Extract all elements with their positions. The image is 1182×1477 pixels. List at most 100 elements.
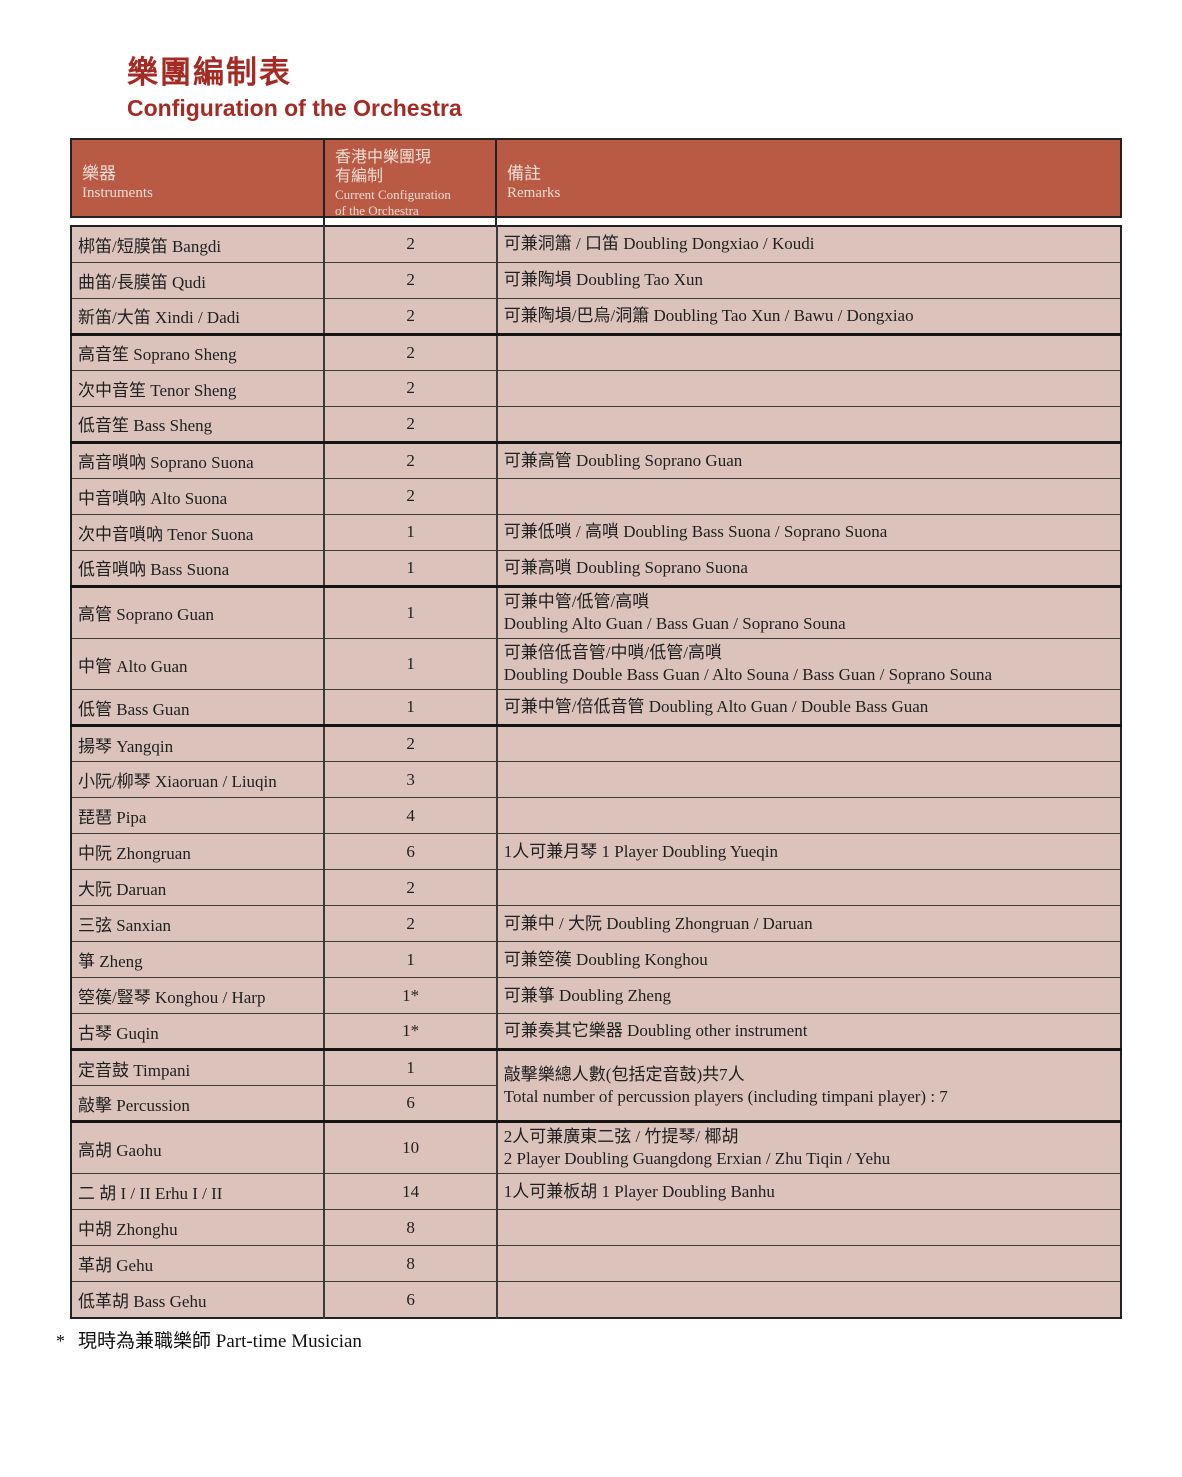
count-cell: 1 [323, 513, 498, 551]
header-cell-configuration: 香港中樂團現 有編制 Current Configuration of the … [325, 140, 497, 226]
document-page: 樂團編制表 Configuration of the Orchestra 樂器 … [56, 55, 1124, 1353]
remark-line: 可兼箜篌 Doubling Konghou [503, 949, 708, 969]
header-configuration-zh-line1: 香港中樂團現 [335, 149, 432, 167]
remark-line: 1人可兼月琴 1 Player Doubling Yueqin [503, 841, 778, 861]
table-row: 二 胡 I / II Erhu I / II 14 1人可兼板胡 1 Player … [71, 1173, 1122, 1211]
remark-cell: 可兼中 / 大阮 Doubling Zhongruan / Daruan [495, 905, 1122, 943]
remark-cell [495, 724, 1122, 763]
table-row: 梆笛/短膜笛 Bangdi 2 可兼洞簫 / 口笛 Doubling Dongxia… [71, 225, 1122, 263]
remark-line: 可兼倍低音管/中嗩/低管/高嗩 [503, 642, 722, 662]
count-cell: 2 [323, 369, 498, 407]
instrument-cell: 大阮 Daruan [71, 869, 325, 907]
remark-cell: 可兼倍低音管/中嗩/低管/高嗩 Doubling Double Bass Guan… [495, 637, 1122, 691]
table-row: 高胡 Gaohu 10 2人可兼廣東二弦 / 竹提琴/ 椰胡 2 Player Dou… [71, 1120, 1122, 1175]
remark-cell: 可兼中管/倍低音管 Doubling Alto Guan / Double Ba… [495, 689, 1122, 727]
remark-cell [495, 869, 1122, 907]
remark-cell [495, 332, 1122, 371]
remark-line: 可兼中管/倍低音管 Doubling Alto Guan / Double Ba… [503, 697, 929, 717]
page-title-english: Configuration of the Orchestra [127, 94, 462, 121]
remark-cell: 可兼洞簫 / 口笛 Doubling Dongxiao / Koudi [495, 225, 1122, 263]
remark-cell: 可兼奏其它樂器 Doubling other instrument [495, 1013, 1122, 1051]
table-row: 敲擊 Percussion 6 [71, 1085, 1121, 1123]
remark-line: 可兼陶塤 Doubling Tao Xun [503, 270, 703, 290]
count-cell: 8 [323, 1245, 498, 1283]
instrument-cell: 古琴 Guqin [71, 1013, 325, 1051]
remark-line: 敲擊樂總人數(包括定音鼓)共7人 [503, 1064, 745, 1084]
count-cell: 2 [323, 261, 498, 299]
header-configuration-en-line1: Current Configuration [335, 186, 451, 202]
table-row: 低音笙 Bass Sheng 2 [71, 405, 1122, 443]
count-cell: 6 [323, 1281, 498, 1319]
remark-line: 可兼陶塤/巴烏/洞簫 Doubling Tao Xun / Bawu / Don… [503, 305, 914, 325]
footnote: * 現時為兼職樂師 Part-time Musician [56, 1326, 1124, 1353]
remark-cell: 可兼低嗩 / 高嗩 Doubling Bass Suona / Soprano … [495, 513, 1122, 551]
count-cell: 1 [323, 1048, 498, 1087]
remark-cell: 可兼陶塤 Doubling Tao Xun [495, 261, 1122, 299]
title-block: 樂團編制表 Configuration of the Orchestra [127, 55, 1124, 122]
remark-cell [495, 405, 1122, 443]
remark-line: Doubling Double Bass Guan / Alto Souna /… [503, 665, 993, 685]
instrument-cell: 中阮 Zhongruan [71, 833, 325, 871]
instrument-cell: 中音嗩吶 Alto Suona [71, 477, 325, 515]
footnote-asterisk: * [56, 1330, 65, 1351]
table-row: 中阮 Zhongruan 6 1人可兼月琴 1 Player Doubling Yu… [71, 833, 1122, 871]
remark-line: 2 Player Doubling Guangdong Erxian / Zhu… [503, 1149, 891, 1169]
table-row: 次中音嗩吶 Tenor Suona 1 可兼低嗩 / 高嗩 Doubling Bas… [71, 513, 1122, 551]
header-configuration-zh-line2: 有編制 [335, 168, 384, 186]
remark-line: 可兼高嗩 Doubling Soprano Suona [503, 557, 748, 577]
count-cell: 1 [323, 941, 498, 979]
instrument-cell: 小阮/柳琴 Xiaoruan / Liuqin [71, 761, 325, 799]
table-row: 中管 Alto Guan 1 可兼倍低音管/中嗩/低管/高嗩 Doubling Dou… [71, 637, 1122, 691]
instrument-cell: 琵琶 Pipa [71, 797, 325, 835]
remark-cell: 1人可兼板胡 1 Player Doubling Banhu [495, 1173, 1122, 1211]
remark-line: 2人可兼廣東二弦 / 竹提琴/ 椰胡 [503, 1127, 739, 1147]
table-row: 新笛/大笛 Xindi / Dadi 2 可兼陶塤/巴烏/洞簫 Doubling T… [71, 297, 1122, 335]
remark-line: 可兼奏其它樂器 Doubling other instrument [503, 1021, 808, 1041]
instrument-cell: 低管 Bass Guan [71, 689, 325, 727]
instrument-cell: 梆笛/短膜笛 Bangdi [71, 225, 325, 263]
count-cell: 2 [323, 405, 498, 443]
count-cell: 2 [323, 477, 498, 515]
remark-cell [495, 1245, 1122, 1283]
remark-cell: 可兼箜篌 Doubling Konghou [495, 941, 1122, 979]
count-cell: 2 [323, 724, 498, 763]
remark-cell: 可兼中管/低管/高嗩 Doubling Alto Guan / Bass Guan… [495, 584, 1122, 639]
instrument-cell: 高音嗩吶 Soprano Suona [71, 440, 325, 479]
instrument-cell: 低革胡 Bass Gehu [71, 1281, 325, 1319]
count-cell: 1* [323, 977, 498, 1015]
count-cell: 3 [323, 761, 498, 799]
instrument-cell: 低音嗩吶 Bass Suona [71, 549, 325, 587]
instrument-cell: 低音笙 Bass Sheng [71, 405, 325, 443]
remark-cell: 可兼高管 Doubling Soprano Guan [495, 440, 1122, 479]
count-cell: 14 [323, 1173, 498, 1211]
header-instruments-zh: 樂器 [82, 163, 116, 183]
remark-line: 1人可兼板胡 1 Player Doubling Banhu [503, 1181, 775, 1201]
remark-line: 可兼箏 Doubling Zheng [503, 985, 671, 1005]
table-row: 三弦 Sanxian 2 可兼中 / 大阮 Doubling Zhongruan /… [71, 905, 1122, 943]
header-cell-instruments: 樂器 Instruments [72, 140, 325, 226]
instrument-cell: 二 胡 I / II Erhu I / II [71, 1173, 325, 1211]
remark-cell: 2人可兼廣東二弦 / 竹提琴/ 椰胡 2 Player Doubling Guan… [495, 1120, 1122, 1175]
table-row: 低音嗩吶 Bass Suona 1 可兼高嗩 Doubling Soprano Su… [71, 549, 1122, 587]
remark-line: 可兼中管/低管/高嗩 [503, 591, 650, 611]
header-instruments-en: Instruments [82, 184, 153, 201]
table-header-row: 樂器 Instruments 香港中樂團現 有編制 Current Config… [70, 138, 1122, 226]
table-row: 琵琶 Pipa 4 [71, 797, 1122, 835]
table-row: 次中音笙 Tenor Sheng 2 [71, 369, 1122, 407]
count-cell: 10 [323, 1120, 498, 1175]
instrument-cell: 次中音嗩吶 Tenor Suona [71, 513, 325, 551]
remark-cell: 1人可兼月琴 1 Player Doubling Yueqin [495, 833, 1122, 871]
count-cell: 4 [323, 797, 498, 835]
table-row: 曲笛/長膜笛 Qudi 2 可兼陶塤 Doubling Tao Xun [71, 261, 1122, 299]
instrument-cell: 次中音笙 Tenor Sheng [71, 369, 325, 407]
remark-line: 可兼低嗩 / 高嗩 Doubling Bass Suona / Soprano … [503, 522, 888, 542]
instrument-cell: 革胡 Gehu [71, 1245, 325, 1283]
table-row: 高音嗩吶 Soprano Suona 2 可兼高管 Doubling Soprano… [71, 440, 1122, 479]
remark-cell: 可兼箏 Doubling Zheng [495, 977, 1122, 1015]
orchestra-configuration-table: 梆笛/短膜笛 Bangdi 2 可兼洞簫 / 口笛 Doubling Dongxia… [70, 225, 1122, 1319]
remark-cell [495, 369, 1122, 407]
table-row: 定音鼓 Timpani 1 敲擊樂總人數(包括定音鼓)共7人 Total number… [71, 1048, 1122, 1123]
count-cell: 6 [323, 1085, 498, 1123]
table-row: 箏 Zheng 1 可兼箜篌 Doubling Konghou [71, 941, 1122, 979]
instrument-cell: 高音笙 Soprano Sheng [71, 332, 325, 371]
